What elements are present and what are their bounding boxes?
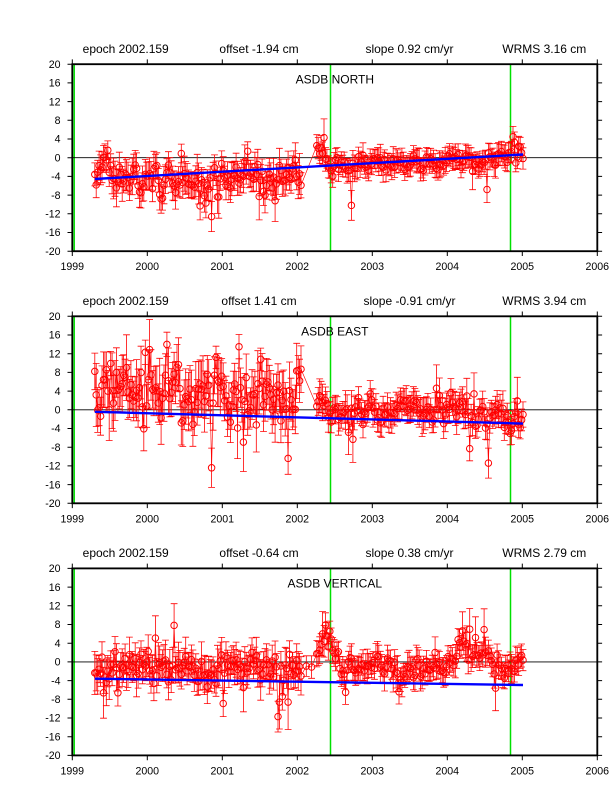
svg-text:slope 0.92 cm/yr: slope 0.92 cm/yr [365, 42, 453, 56]
svg-text:20: 20 [49, 311, 61, 323]
svg-text:16: 16 [49, 330, 61, 342]
svg-text:2003: 2003 [361, 261, 385, 273]
svg-text:slope -0.91 cm/yr: slope -0.91 cm/yr [363, 294, 455, 308]
svg-text:2004: 2004 [436, 765, 460, 777]
svg-text:0: 0 [55, 152, 61, 164]
svg-text:-16: -16 [45, 227, 60, 239]
svg-text:WRMS 3.94 cm: WRMS 3.94 cm [502, 294, 586, 308]
svg-text:2005: 2005 [511, 513, 535, 525]
svg-text:1999: 1999 [61, 513, 85, 525]
svg-text:-12: -12 [45, 461, 60, 473]
svg-text:12: 12 [49, 601, 61, 613]
svg-text:2006: 2006 [586, 261, 610, 273]
svg-text:WRMS 2.79 cm: WRMS 2.79 cm [502, 546, 586, 560]
svg-text:2003: 2003 [361, 765, 385, 777]
svg-text:4: 4 [55, 386, 61, 398]
svg-text:2000: 2000 [136, 513, 160, 525]
svg-text:2001: 2001 [211, 513, 235, 525]
svg-text:2000: 2000 [136, 261, 160, 273]
svg-text:ASDB NORTH: ASDB NORTH [296, 72, 374, 86]
svg-text:-20: -20 [45, 750, 60, 762]
svg-text:epoch 2002.159: epoch 2002.159 [83, 294, 169, 308]
svg-text:offset -1.94 cm: offset -1.94 cm [219, 42, 298, 56]
svg-text:-20: -20 [45, 498, 60, 510]
svg-text:-16: -16 [45, 731, 60, 743]
svg-text:offset -0.64 cm: offset -0.64 cm [219, 546, 298, 560]
svg-text:12: 12 [49, 348, 61, 360]
svg-text:1999: 1999 [61, 261, 85, 273]
svg-text:2006: 2006 [586, 765, 610, 777]
svg-text:8: 8 [55, 367, 61, 379]
svg-text:slope 0.38 cm/yr: slope 0.38 cm/yr [365, 546, 453, 560]
svg-text:ASDB EAST: ASDB EAST [301, 324, 369, 338]
svg-text:1999: 1999 [61, 765, 85, 777]
svg-text:WRMS 3.16 cm: WRMS 3.16 cm [502, 42, 586, 56]
svg-text:8: 8 [55, 619, 61, 631]
svg-text:offset 1.41 cm: offset 1.41 cm [221, 294, 296, 308]
svg-text:2002: 2002 [286, 261, 310, 273]
svg-text:0: 0 [55, 405, 61, 417]
svg-text:-12: -12 [45, 209, 60, 221]
svg-text:epoch 2002.159: epoch 2002.159 [83, 42, 169, 56]
svg-text:-16: -16 [45, 479, 60, 491]
svg-text:-4: -4 [51, 423, 61, 435]
svg-text:-8: -8 [51, 190, 61, 202]
svg-text:2000: 2000 [136, 765, 160, 777]
svg-text:ASDB VERTICAL: ASDB VERTICAL [288, 577, 383, 591]
svg-text:-8: -8 [51, 694, 61, 706]
svg-text:16: 16 [49, 582, 61, 594]
svg-text:-4: -4 [51, 171, 61, 183]
svg-text:4: 4 [55, 134, 61, 146]
svg-text:2005: 2005 [511, 261, 535, 273]
svg-text:-8: -8 [51, 442, 61, 454]
svg-text:2001: 2001 [211, 261, 235, 273]
svg-text:2005: 2005 [511, 765, 535, 777]
svg-text:8: 8 [55, 115, 61, 127]
svg-text:4: 4 [55, 638, 61, 650]
svg-text:20: 20 [49, 59, 61, 71]
svg-text:16: 16 [49, 78, 61, 90]
svg-text:-4: -4 [51, 675, 61, 687]
svg-text:0: 0 [55, 657, 61, 669]
svg-text:-12: -12 [45, 713, 60, 725]
svg-text:2002: 2002 [286, 765, 310, 777]
svg-text:2004: 2004 [436, 513, 460, 525]
svg-text:2004: 2004 [436, 261, 460, 273]
svg-text:2002: 2002 [286, 513, 310, 525]
svg-text:2001: 2001 [211, 765, 235, 777]
svg-text:epoch 2002.159: epoch 2002.159 [83, 546, 169, 560]
svg-text:2006: 2006 [586, 513, 610, 525]
svg-text:12: 12 [49, 96, 61, 108]
svg-text:20: 20 [49, 563, 61, 575]
svg-text:2003: 2003 [361, 513, 385, 525]
svg-text:-20: -20 [45, 246, 60, 258]
